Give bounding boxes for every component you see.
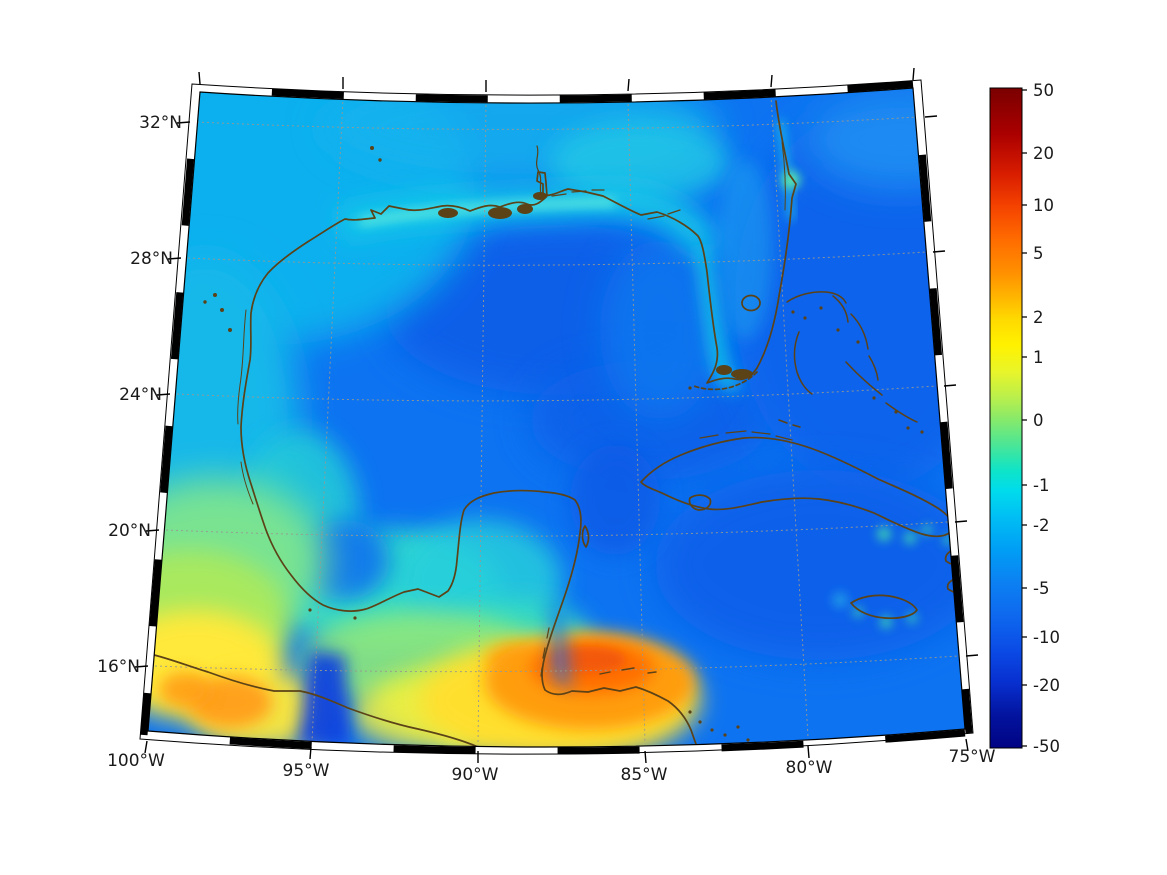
parallel-32n — [196, 116, 918, 130]
colorbar-tick-label: 20 — [1033, 144, 1054, 163]
lat-tick-label: 16°N — [97, 657, 140, 677]
colorbar-tick-label: -20 — [1033, 676, 1060, 695]
river-mississippi — [535, 145, 542, 197]
meridian-80w — [770, 94, 809, 738]
colorbar: 50 20 10 5 2 1 0 -1 -2 -5 -10 -20 -50 — [989, 81, 1060, 756]
parallel-16n — [154, 655, 960, 673]
colorbar-tick-label: -5 — [1033, 579, 1049, 598]
lon-tick-label: 90°W — [452, 765, 499, 785]
lon-tick-label: 85°W — [621, 765, 668, 785]
colorbar-gradient-bar — [990, 88, 1022, 748]
frame-zebra-right — [913, 87, 973, 734]
colorbar-tick-label: -10 — [1033, 628, 1060, 647]
colorbar-frame — [989, 87, 1023, 749]
coast-cozumel — [581, 525, 590, 548]
colorbar-ticks — [1022, 89, 1027, 747]
coast-cuba — [640, 436, 954, 538]
colorbar-tick-label: 0 — [1033, 411, 1044, 430]
axis-ticks — [134, 67, 979, 764]
parallel-24n — [176, 385, 938, 402]
parallel-28n — [187, 251, 927, 266]
frame-zebra-bottom — [147, 729, 966, 755]
frame-zebra-left — [140, 91, 200, 736]
lake-okeechobee — [741, 294, 761, 312]
lat-tick-label: 24°N — [119, 385, 162, 405]
lon-tick-label: 95°W — [283, 761, 330, 781]
coast-specks — [203, 146, 924, 742]
coast-jamaica — [850, 594, 918, 620]
lat-tick-label: 20°N — [108, 521, 151, 541]
lon-tick-label: 75°W — [949, 747, 996, 767]
lat-tick-label: 28°N — [130, 249, 173, 269]
colorbar-tick-labels: 50 20 10 5 2 1 0 -1 -2 -5 -10 -20 -50 — [1033, 81, 1060, 756]
lat-tick-label: 32°N — [139, 113, 182, 133]
coast-bahamas — [778, 291, 918, 428]
colorbar-tick-label: -2 — [1033, 516, 1049, 535]
lon-tick-label: 100°W — [107, 751, 165, 771]
map-frame — [139, 79, 974, 755]
frame-inner-line — [147, 87, 966, 748]
colorbar-tick-label: 10 — [1033, 196, 1054, 215]
colorbar-tick-label: 2 — [1033, 308, 1044, 327]
florida-keys — [693, 371, 758, 391]
coast-pacific — [149, 653, 479, 748]
graticule — [154, 94, 960, 747]
data-field — [148, 88, 965, 748]
coastlines — [149, 100, 965, 748]
colorbar-tick-label: 5 — [1033, 244, 1044, 263]
frame-zebra-top — [199, 80, 914, 103]
axis-labels: 100°W 95°W 90°W 85°W 80°W 75°W 32°N 28°N… — [97, 113, 996, 785]
frame-outer-line — [139, 79, 974, 755]
lon-tick-label: 80°W — [786, 758, 833, 778]
parallel-20n — [165, 521, 949, 537]
coast-mainland — [240, 100, 797, 748]
colorbar-tick-label: 50 — [1033, 81, 1054, 100]
coast-isla-juventud — [688, 494, 712, 511]
colorbar-tick-label: -1 — [1033, 476, 1049, 495]
colorbar-tick-label: -50 — [1033, 737, 1060, 756]
colorbar-tick-label: 1 — [1033, 348, 1044, 367]
